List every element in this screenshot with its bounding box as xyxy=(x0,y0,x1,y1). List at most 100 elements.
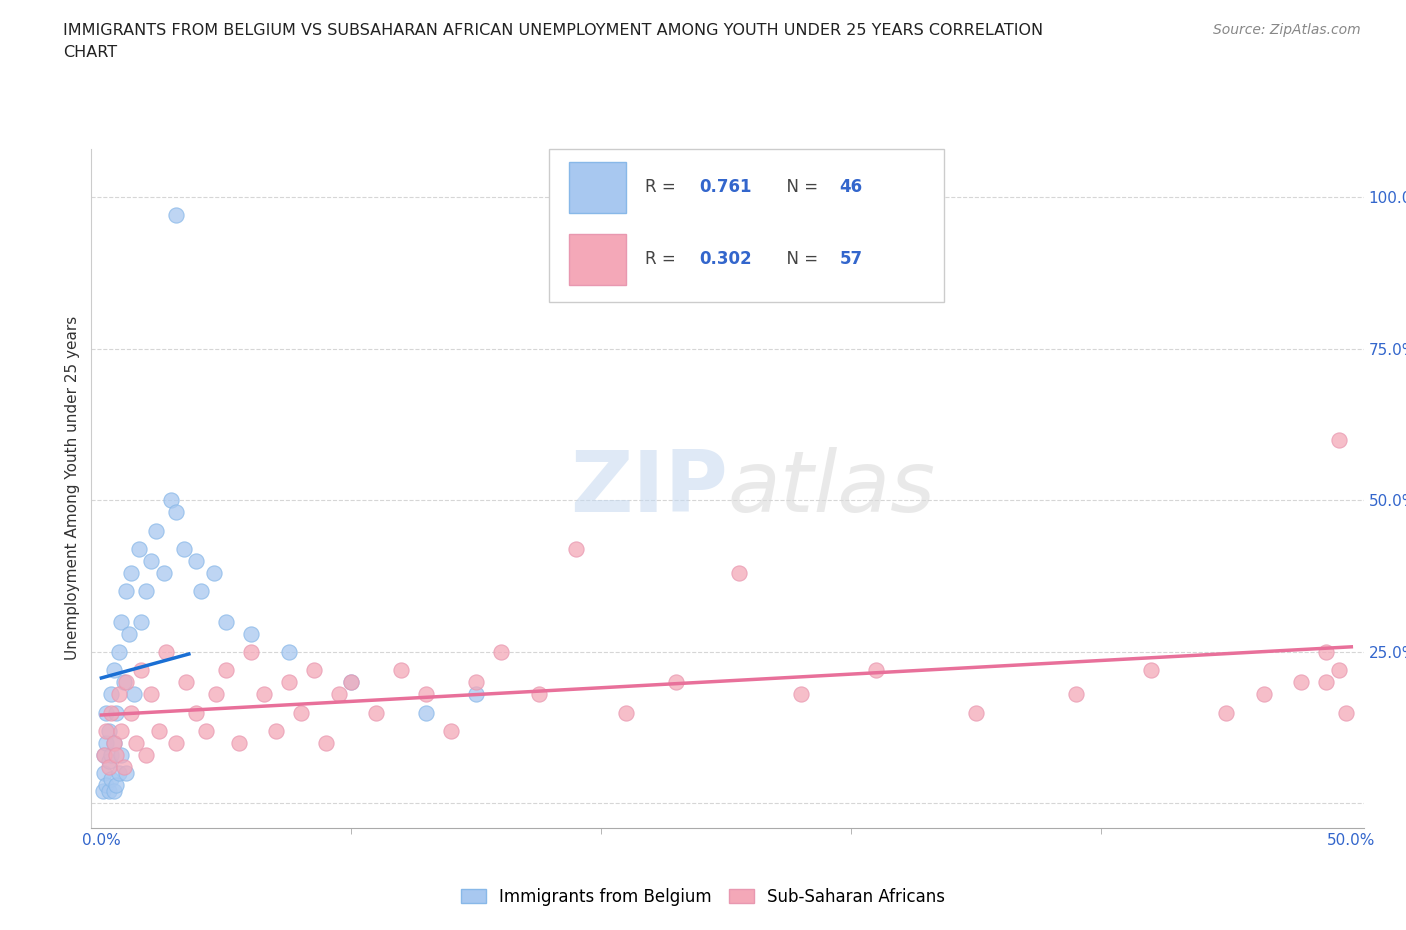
Point xyxy=(110,724,132,738)
Point xyxy=(105,777,128,792)
Point xyxy=(186,553,208,568)
Point xyxy=(790,687,813,702)
Point xyxy=(440,724,463,738)
Point xyxy=(389,663,412,678)
Point xyxy=(315,736,337,751)
Point xyxy=(165,208,187,223)
Point xyxy=(105,748,128,763)
Point xyxy=(131,663,153,678)
Point xyxy=(665,675,688,690)
Point xyxy=(115,765,138,780)
Point xyxy=(491,644,513,659)
Point xyxy=(97,760,120,775)
Point xyxy=(108,765,131,780)
Point xyxy=(366,705,388,720)
Text: IMMIGRANTS FROM BELGIUM VS SUBSAHARAN AFRICAN UNEMPLOYMENT AMONG YOUTH UNDER 25 : IMMIGRANTS FROM BELGIUM VS SUBSAHARAN AF… xyxy=(63,23,1043,38)
Point xyxy=(302,663,325,678)
Point xyxy=(96,736,118,751)
Point xyxy=(186,705,208,720)
Point xyxy=(1066,687,1088,702)
Point xyxy=(122,687,145,702)
Point xyxy=(103,663,125,678)
Point xyxy=(145,524,167,538)
Point xyxy=(614,705,637,720)
Point xyxy=(110,748,132,763)
Point xyxy=(1315,675,1337,690)
Point xyxy=(253,687,276,702)
Point xyxy=(415,705,437,720)
Point xyxy=(965,705,987,720)
Text: 57: 57 xyxy=(839,250,863,269)
Point xyxy=(277,675,299,690)
Point xyxy=(112,675,135,690)
Text: N =: N = xyxy=(776,179,824,196)
FancyBboxPatch shape xyxy=(550,149,943,301)
Text: 0.302: 0.302 xyxy=(700,250,752,269)
Text: CHART: CHART xyxy=(63,45,117,60)
Point xyxy=(131,614,153,629)
Point xyxy=(728,565,751,580)
Point xyxy=(100,687,122,702)
Point xyxy=(125,736,148,751)
Legend: Immigrants from Belgium, Sub-Saharan Africans: Immigrants from Belgium, Sub-Saharan Afr… xyxy=(454,881,952,912)
Point xyxy=(120,565,142,580)
Point xyxy=(135,584,157,599)
Point xyxy=(1327,432,1350,447)
Bar xyxy=(568,233,626,285)
Point xyxy=(108,644,131,659)
Point xyxy=(1140,663,1163,678)
Point xyxy=(100,772,122,787)
Point xyxy=(115,675,138,690)
Bar xyxy=(568,163,626,213)
Text: 0.761: 0.761 xyxy=(700,179,752,196)
Point xyxy=(165,736,187,751)
Point xyxy=(1315,644,1337,659)
Point xyxy=(215,663,238,678)
Point xyxy=(465,687,488,702)
Point xyxy=(290,705,312,720)
Point xyxy=(115,584,138,599)
Point xyxy=(228,736,250,751)
Point xyxy=(565,541,588,556)
Point xyxy=(96,705,118,720)
Point xyxy=(340,675,363,690)
Point xyxy=(93,765,115,780)
Text: ZIP: ZIP xyxy=(569,446,728,530)
Point xyxy=(240,626,263,641)
Point xyxy=(1336,705,1358,720)
Point xyxy=(240,644,263,659)
Point xyxy=(91,784,114,799)
Point xyxy=(93,748,115,763)
Point xyxy=(865,663,887,678)
Point xyxy=(527,687,550,702)
Point xyxy=(160,493,183,508)
Point xyxy=(100,705,122,720)
Point xyxy=(1291,675,1313,690)
Point xyxy=(103,736,125,751)
Point xyxy=(148,724,170,738)
Point xyxy=(135,748,157,763)
Point xyxy=(112,760,135,775)
Point xyxy=(328,687,350,702)
Point xyxy=(120,705,142,720)
Point xyxy=(195,724,218,738)
Point xyxy=(173,541,195,556)
Text: atlas: atlas xyxy=(728,446,935,530)
Point xyxy=(128,541,150,556)
Point xyxy=(96,724,118,738)
Point xyxy=(141,687,163,702)
Point xyxy=(97,753,120,768)
Point xyxy=(202,565,225,580)
Point xyxy=(105,705,128,720)
Point xyxy=(97,784,120,799)
Point xyxy=(190,584,212,599)
Point xyxy=(100,748,122,763)
Text: R =: R = xyxy=(645,179,686,196)
Text: Source: ZipAtlas.com: Source: ZipAtlas.com xyxy=(1213,23,1361,37)
Point xyxy=(165,505,187,520)
Point xyxy=(93,748,115,763)
Point xyxy=(153,565,176,580)
Point xyxy=(266,724,288,738)
Point xyxy=(277,644,299,659)
Point xyxy=(205,687,228,702)
